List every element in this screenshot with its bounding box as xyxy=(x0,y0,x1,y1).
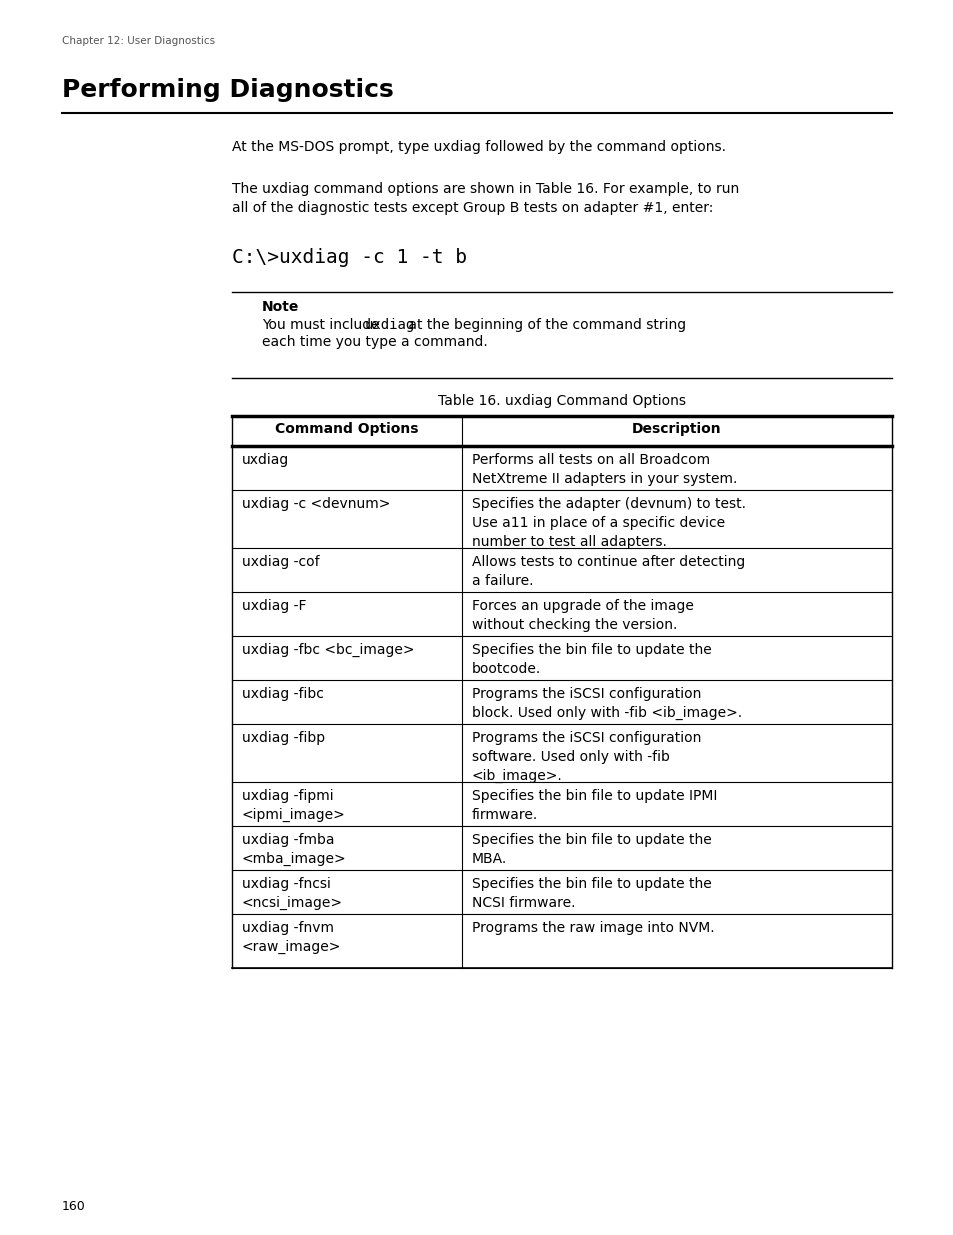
Text: Specifies the bin file to update IPMI
firmware.: Specifies the bin file to update IPMI fi… xyxy=(472,789,717,823)
Text: uxdiag -fmba
<mba_image>: uxdiag -fmba <mba_image> xyxy=(242,832,346,866)
Text: uxdiag: uxdiag xyxy=(364,317,415,332)
Text: Allows tests to continue after detecting
a failure.: Allows tests to continue after detecting… xyxy=(472,555,744,588)
Text: Performs all tests on all Broadcom
NetXtreme II adapters in your system.: Performs all tests on all Broadcom NetXt… xyxy=(472,453,737,485)
Text: each time you type a command.: each time you type a command. xyxy=(262,335,487,350)
Text: Forces an upgrade of the image
without checking the version.: Forces an upgrade of the image without c… xyxy=(472,599,693,632)
Text: Specifies the adapter (devnum) to test.
Use a11 in place of a specific device
nu: Specifies the adapter (devnum) to test. … xyxy=(472,496,745,548)
Text: uxdiag -fbc <bc_image>: uxdiag -fbc <bc_image> xyxy=(242,643,414,657)
Text: uxdiag -F: uxdiag -F xyxy=(242,599,306,613)
Text: C:\>uxdiag -c 1 -t b: C:\>uxdiag -c 1 -t b xyxy=(232,248,467,267)
Text: Programs the iSCSI configuration
block. Used only with -fib <ib_image>.: Programs the iSCSI configuration block. … xyxy=(472,687,741,720)
Text: Command Options: Command Options xyxy=(275,422,418,436)
Text: Chapter 12: User Diagnostics: Chapter 12: User Diagnostics xyxy=(62,36,214,46)
Text: The uxdiag command options are shown in Table 16. For example, to run
all of the: The uxdiag command options are shown in … xyxy=(232,182,739,215)
Text: At the MS-DOS prompt, type uxdiag followed by the command options.: At the MS-DOS prompt, type uxdiag follow… xyxy=(232,140,725,154)
Text: Table 16. uxdiag Command Options: Table 16. uxdiag Command Options xyxy=(437,394,685,408)
Text: Specifies the bin file to update the
NCSI firmware.: Specifies the bin file to update the NCS… xyxy=(472,877,711,910)
Text: 160: 160 xyxy=(62,1200,86,1213)
Text: Specifies the bin file to update the
MBA.: Specifies the bin file to update the MBA… xyxy=(472,832,711,866)
Text: uxdiag -fnvm
<raw_image>: uxdiag -fnvm <raw_image> xyxy=(242,921,341,955)
Text: Programs the iSCSI configuration
software. Used only with -fib
<ib_image>.: Programs the iSCSI configuration softwar… xyxy=(472,731,700,783)
Text: Description: Description xyxy=(632,422,721,436)
Text: uxdiag -fncsi
<ncsi_image>: uxdiag -fncsi <ncsi_image> xyxy=(242,877,343,910)
Text: uxdiag -fibc: uxdiag -fibc xyxy=(242,687,323,701)
Text: uxdiag -cof: uxdiag -cof xyxy=(242,555,319,569)
Text: at the beginning of the command string: at the beginning of the command string xyxy=(404,317,686,332)
Text: uxdiag: uxdiag xyxy=(242,453,289,467)
Text: Programs the raw image into NVM.: Programs the raw image into NVM. xyxy=(472,921,714,935)
Text: Performing Diagnostics: Performing Diagnostics xyxy=(62,78,394,103)
Text: Specifies the bin file to update the
bootcode.: Specifies the bin file to update the boo… xyxy=(472,643,711,676)
Text: uxdiag -c <devnum>: uxdiag -c <devnum> xyxy=(242,496,390,511)
Text: uxdiag -fibp: uxdiag -fibp xyxy=(242,731,325,745)
Text: Note: Note xyxy=(262,300,299,314)
Text: You must include: You must include xyxy=(262,317,384,332)
Text: uxdiag -fipmi
<ipmi_image>: uxdiag -fipmi <ipmi_image> xyxy=(242,789,345,823)
